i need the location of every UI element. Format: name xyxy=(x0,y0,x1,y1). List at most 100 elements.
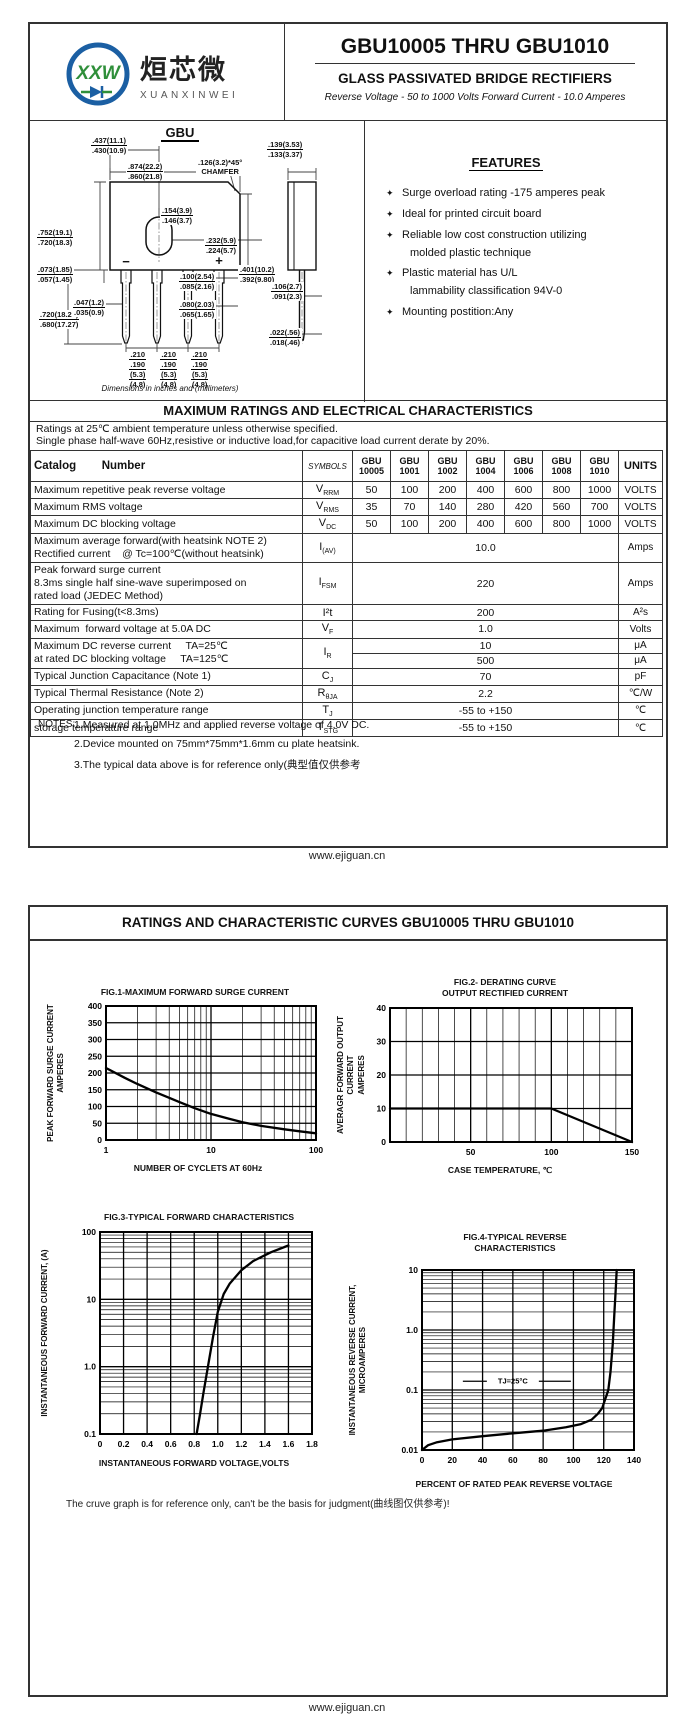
polarity-minus-mark: − xyxy=(122,254,130,269)
pitch-label: .210.190 (5.3) (4.8) xyxy=(190,350,210,389)
svg-text:50: 50 xyxy=(93,1118,103,1128)
mech-labels: .126(3.2)*45° CHAMFER .437(11.1) .430(10.… xyxy=(32,122,368,398)
svg-text:0.1: 0.1 xyxy=(406,1385,418,1395)
chamfer-label: .126(3.2)*45° CHAMFER xyxy=(196,158,245,176)
features-section: FEATURES ✦ Surge overload rating -175 amp… xyxy=(366,120,664,400)
dimension-label: .232(5.9) .224(5.7) xyxy=(204,236,239,255)
feature-bullet-icon: ✦ xyxy=(386,268,394,279)
dimension-label: .080(2.03) .065(1.65) xyxy=(178,300,217,319)
svg-text:100: 100 xyxy=(566,1455,580,1465)
ratings-note-1: Ratings at 25℃ ambient temperature unles… xyxy=(36,423,338,435)
svg-text:10: 10 xyxy=(377,1104,387,1114)
svg-text:250: 250 xyxy=(88,1051,102,1061)
feature-item: ✦ Mounting postition:Any xyxy=(386,306,514,319)
ratings-header: MAXIMUM RATINGS AND ELECTRICAL CHARACTER… xyxy=(30,400,666,422)
table-row: Maximum forward voltage at 5.0A DC VF 1.0 V… xyxy=(30,620,663,639)
feature-bullet-icon: ✦ xyxy=(386,307,394,318)
fig3-ylabel: INSTANTANEOUS FORWARD CURRENT, (A) xyxy=(40,1249,49,1417)
svg-text:10: 10 xyxy=(87,1294,97,1304)
table-row: Maximum repetitive peak reverse voltage V… xyxy=(30,480,663,500)
fig2-derating-chart: 50 100 150 0 10 20 30 40 xyxy=(377,1003,640,1157)
features-list: ✦ Surge overload rating -175 amperes peak… xyxy=(386,186,660,326)
svg-text:100: 100 xyxy=(88,1102,102,1112)
feature-item: ✦ Surge overload rating -175 amperes peak xyxy=(386,187,606,199)
logo-monogram: XXW xyxy=(75,63,121,84)
dimension-label: .047(1.2) .035(0.9) xyxy=(72,298,107,317)
dimension-label: .401(10.2) .392(9.80) xyxy=(238,265,277,284)
features-heading: FEATURES xyxy=(469,155,543,171)
svg-text:1.6: 1.6 xyxy=(283,1439,295,1449)
svg-text:10: 10 xyxy=(206,1145,216,1155)
feature-item: ✦ Ideal for printed circuit board xyxy=(386,207,542,220)
fig2-xlabel: CASE TEMPERATURE, ℃ xyxy=(447,1165,553,1175)
dimension-label: .720(18.29) .680(17.27) xyxy=(38,310,81,329)
svg-text:0.4: 0.4 xyxy=(141,1439,153,1449)
svg-text:300: 300 xyxy=(88,1035,102,1045)
package-name: GBU xyxy=(32,124,328,142)
footer-url-1: www.ejiguan.cn xyxy=(308,850,386,862)
fig4-reverse-characteristics-chart: 0 20 40 60 80 100 120 140 0.01 0.1 1.0 10 TJ=25°C xyxy=(401,1265,641,1465)
fig3-title: FIG.3-TYPICAL FORWARD CHARACTERISTICS xyxy=(104,1212,294,1222)
fig1-ylabel: PEAK FORWARD SURGE CURRENT AMPERES xyxy=(46,1004,66,1142)
svg-text:40: 40 xyxy=(478,1455,488,1465)
svg-text:0: 0 xyxy=(98,1439,103,1449)
svg-text:200: 200 xyxy=(88,1068,102,1078)
package-drawing: GBU xyxy=(32,122,368,400)
table-row: Peak forward surge current 8.3ms single h… xyxy=(30,561,663,606)
fig3-forward-characteristics-chart: 0 0.2 0.4 0.6 0.8 1.0 1.2 1.4 1.6 1.8 0.1 1.0 10 100 xyxy=(82,1227,318,1449)
dimension-label: .106(2.7) .091(2.3) xyxy=(270,282,305,301)
svg-text:20: 20 xyxy=(448,1455,458,1465)
table-row: Maximum DC blocking voltage VDC 50 100 200 40… xyxy=(30,515,663,534)
svg-text:150: 150 xyxy=(88,1085,102,1095)
note-item: 2.Device mounted on 75mm*75mm*1.6mm cu p… xyxy=(74,738,360,750)
drawing-features-divider xyxy=(364,120,365,402)
svg-text:50: 50 xyxy=(466,1147,476,1157)
svg-text:150: 150 xyxy=(625,1147,639,1157)
svg-text:1.8: 1.8 xyxy=(306,1439,318,1449)
dimension-label: .437(11.1) .430(10.9) xyxy=(90,136,129,155)
header-divider xyxy=(30,120,666,121)
company-logo: XXW 烜芯微 XUANXINWEI xyxy=(44,34,284,118)
logo-divider xyxy=(284,24,285,120)
doc-subtitle: GLASS PASSIVATED BRIDGE RECTIFIERS xyxy=(338,71,612,86)
notes-section: NOTES: 1.Measured at 1.0MHz and applied … xyxy=(38,718,658,771)
company-logo-icon: XXW xyxy=(66,42,130,106)
fig1-title: FIG.1-MAXIMUM FORWARD SURGE CURRENT xyxy=(100,987,290,997)
svg-text:40: 40 xyxy=(377,1003,387,1013)
ratings-line: Reverse Voltage - 50 to 1000 Volts Forwa… xyxy=(324,92,626,103)
feature-bullet-icon: ✦ xyxy=(386,188,394,198)
dimension-label: .874(22.2) .860(21.8) xyxy=(126,162,165,181)
table-row: storage temperature range TSTG -55 to +150… xyxy=(30,719,663,738)
table-row: Operating junction temperature range TJ -5… xyxy=(30,701,663,721)
svg-text:1.0: 1.0 xyxy=(212,1439,224,1449)
svg-text:140: 140 xyxy=(627,1455,641,1465)
feature-bullet-icon: ✦ xyxy=(386,208,394,219)
title-block: GBU10005 THRU GBU1010 GLASS PASSIVATED B… xyxy=(284,24,666,120)
footer-url-2: www.ejiguan.cn xyxy=(308,1702,386,1714)
brand-en: XUANXINWEI xyxy=(140,90,239,101)
fig4-xlabel: PERCENT OF RATED PEAK REVERSE VOLTAGE xyxy=(415,1479,613,1489)
dimension-label: .073(1.85) .057(1.45) xyxy=(36,265,75,284)
table-row: Rating for Fusing(t<8.3ms) I²t 200 A²s xyxy=(30,604,663,622)
ratings-note-2: Single phase half-wave 60Hz,resistive or… xyxy=(36,435,490,447)
svg-text:350: 350 xyxy=(88,1018,102,1028)
curves-title: RATINGS AND CHARACTERISTIC CURVES GBU100… xyxy=(30,907,666,941)
page1-panel: XXW 烜芯微 XUANXINWEI GBU10005 THRU GBU1010… xyxy=(28,22,668,848)
ratings-table: Catalog Number SYMBOLS GBU 10005 GBU 1001 GBU 1… xyxy=(30,450,663,738)
fig4-ylabel: INSTANTANEOUS REVERSE CURRENT, MICROAMPE… xyxy=(348,1284,368,1436)
svg-text:60: 60 xyxy=(508,1455,518,1465)
feature-item: ✦ Reliable low cost construction utilizin… xyxy=(386,228,587,241)
svg-text:1.0: 1.0 xyxy=(406,1325,418,1335)
diode-symbol-icon xyxy=(81,86,112,98)
brand-cn: 烜芯微 xyxy=(140,55,227,85)
curves-disclaimer: The cruve graph is for reference only, c… xyxy=(66,1499,450,1510)
dimension-label: .752(19.1) .720(18.3) xyxy=(36,228,75,247)
dimension-label: .139(3.53) .133(3.37) xyxy=(266,140,305,159)
notes-label: NOTES: xyxy=(38,719,76,730)
svg-text:10: 10 xyxy=(409,1265,419,1275)
svg-text:0: 0 xyxy=(420,1455,425,1465)
table-row: Typical Junction Capacitance (Note 1) CJ 7… xyxy=(30,667,663,686)
svg-text:1.4: 1.4 xyxy=(259,1439,271,1449)
table-row: Maximum average forward(with heatsink NO… xyxy=(30,532,663,563)
